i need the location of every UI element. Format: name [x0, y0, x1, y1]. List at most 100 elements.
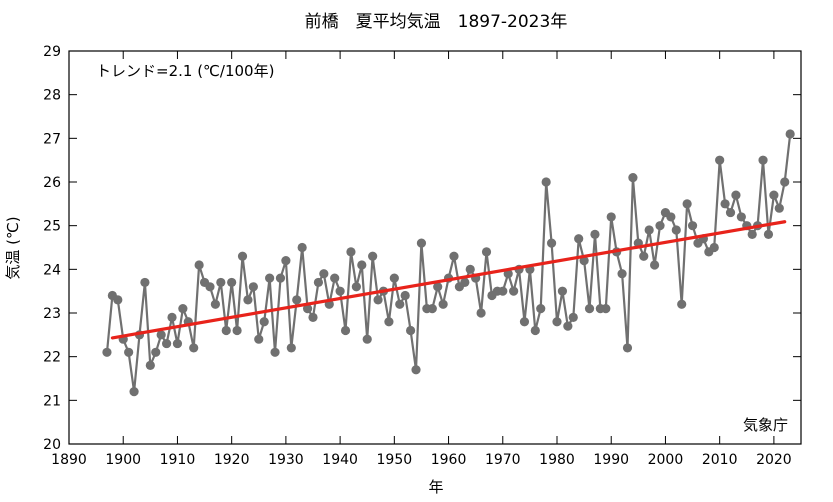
temperature-point-2021 [774, 203, 784, 213]
temperature-point-1944 [357, 260, 367, 270]
temperature-point-1919 [221, 325, 231, 336]
x-tick-label: 1940 [322, 452, 358, 468]
temperature-point-1897 [102, 347, 112, 357]
temperature-point-1945 [362, 334, 372, 344]
temperature-point-1932 [292, 295, 302, 305]
y-tick-label: 22 [43, 350, 61, 366]
temperature-point-1941 [340, 325, 351, 336]
temperature-point-1994 [628, 173, 638, 183]
credit-label: 気象庁 [743, 416, 788, 434]
temperature-point-1954 [411, 365, 421, 375]
temperature-point-1983 [568, 312, 578, 322]
temperature-point-1908 [162, 338, 172, 349]
temperature-point-1925 [254, 334, 264, 344]
temperature-point-1955 [416, 238, 427, 248]
temperature-point-2019 [763, 229, 774, 239]
temperature-point-1914 [194, 260, 204, 270]
temperature-point-1952 [400, 290, 410, 301]
temperature-point-1963 [460, 277, 470, 288]
temperature-point-2002 [671, 225, 681, 235]
plot-frame [68, 50, 802, 445]
temperature-point-1926 [259, 317, 269, 327]
y-tick-label: 23 [43, 306, 61, 322]
temperature-point-1977 [536, 304, 546, 314]
temperature-point-2005 [687, 221, 698, 231]
trend-line [110, 220, 787, 340]
axis-ticks: 1890 1900 1910 1920 1930 1940 1950 1960 1970 1980… [43, 44, 801, 468]
temperature-point-1916 [205, 282, 215, 292]
y-tick-label: 25 [43, 219, 61, 235]
temperature-point-1901 [124, 347, 134, 357]
temperature-point-1999 [655, 221, 665, 231]
temperature-point-2016 [747, 229, 757, 239]
temperature-point-1986 [584, 304, 595, 314]
x-tick-label: 2010 [702, 452, 738, 468]
y-tick-label: 29 [43, 44, 61, 60]
x-tick-label: 1960 [431, 452, 467, 468]
temperature-point-1937 [319, 269, 329, 279]
x-tick-label: 1930 [268, 452, 304, 468]
x-tick-label: 1980 [539, 452, 575, 468]
temperature-point-1905 [145, 360, 155, 370]
temperature-series-line [105, 133, 792, 393]
temperature-point-1949 [384, 317, 394, 327]
temperature-point-1931 [286, 343, 296, 353]
x-tick-label: 1900 [105, 452, 141, 468]
x-tick-label: 2020 [756, 452, 792, 468]
temperature-point-1982 [563, 321, 573, 331]
temperature-point-1911 [178, 304, 188, 314]
temperature-point-1943 [351, 282, 361, 292]
temperature-point-1972 [509, 286, 519, 296]
temperature-point-1998 [650, 260, 660, 270]
y-tick-label: 27 [43, 131, 61, 147]
temperature-point-1953 [406, 325, 416, 336]
temperature-point-1907 [156, 330, 166, 340]
temperature-point-2018 [758, 155, 768, 165]
temperature-point-1929 [275, 273, 286, 283]
temperature-point-1957 [427, 304, 437, 314]
x-tick-label: 1890 [51, 452, 87, 468]
temperature-point-1906 [151, 347, 161, 357]
x-tick-label: 1910 [160, 452, 196, 468]
temperature-point-1950 [389, 273, 399, 283]
temperature-point-1918 [216, 277, 226, 288]
temperature-point-1939 [330, 273, 340, 283]
temperature-point-1947 [373, 295, 383, 305]
temperature-point-1984 [574, 234, 584, 244]
temperature-point-2011 [720, 199, 730, 209]
y-tick-label: 24 [43, 262, 61, 278]
temperature-point-1909 [167, 312, 177, 322]
temperature-point-1902 [129, 387, 139, 397]
temperature-point-1920 [227, 277, 237, 288]
temperature-point-2020 [769, 190, 779, 200]
temperature-point-1990 [606, 212, 616, 222]
data-series [102, 129, 795, 397]
temperature-point-1942 [346, 247, 356, 257]
temperature-point-1951 [395, 299, 405, 309]
temperature-point-1961 [449, 251, 459, 261]
trend-annotation: トレンド=2.1 (℃/100年) [96, 62, 274, 80]
temperature-point-1899 [113, 295, 123, 305]
temperature-point-1958 [433, 282, 443, 292]
x-tick-label: 2000 [648, 452, 684, 468]
temperature-point-1940 [335, 286, 345, 296]
temperature-point-1987 [590, 229, 600, 239]
y-tick-label: 28 [43, 88, 61, 104]
temperature-point-2012 [725, 207, 736, 218]
temperature-point-1946 [368, 251, 378, 261]
temperature-point-1974 [519, 317, 530, 327]
temperature-point-1980 [552, 317, 562, 327]
temperature-point-1910 [172, 338, 183, 349]
x-tick-label: 1920 [214, 452, 250, 468]
temperature-point-2013 [731, 190, 741, 200]
temperature-point-1935 [308, 312, 318, 322]
temperature-point-1992 [617, 269, 627, 279]
temperature-point-1930 [281, 256, 291, 266]
temperature-point-1964 [465, 264, 475, 274]
temperature-point-1917 [210, 299, 220, 309]
x-tick-label: 1990 [593, 452, 629, 468]
temperature-point-1970 [498, 286, 508, 296]
x-tick-label: 1950 [377, 452, 413, 468]
temperature-point-1913 [189, 343, 199, 353]
